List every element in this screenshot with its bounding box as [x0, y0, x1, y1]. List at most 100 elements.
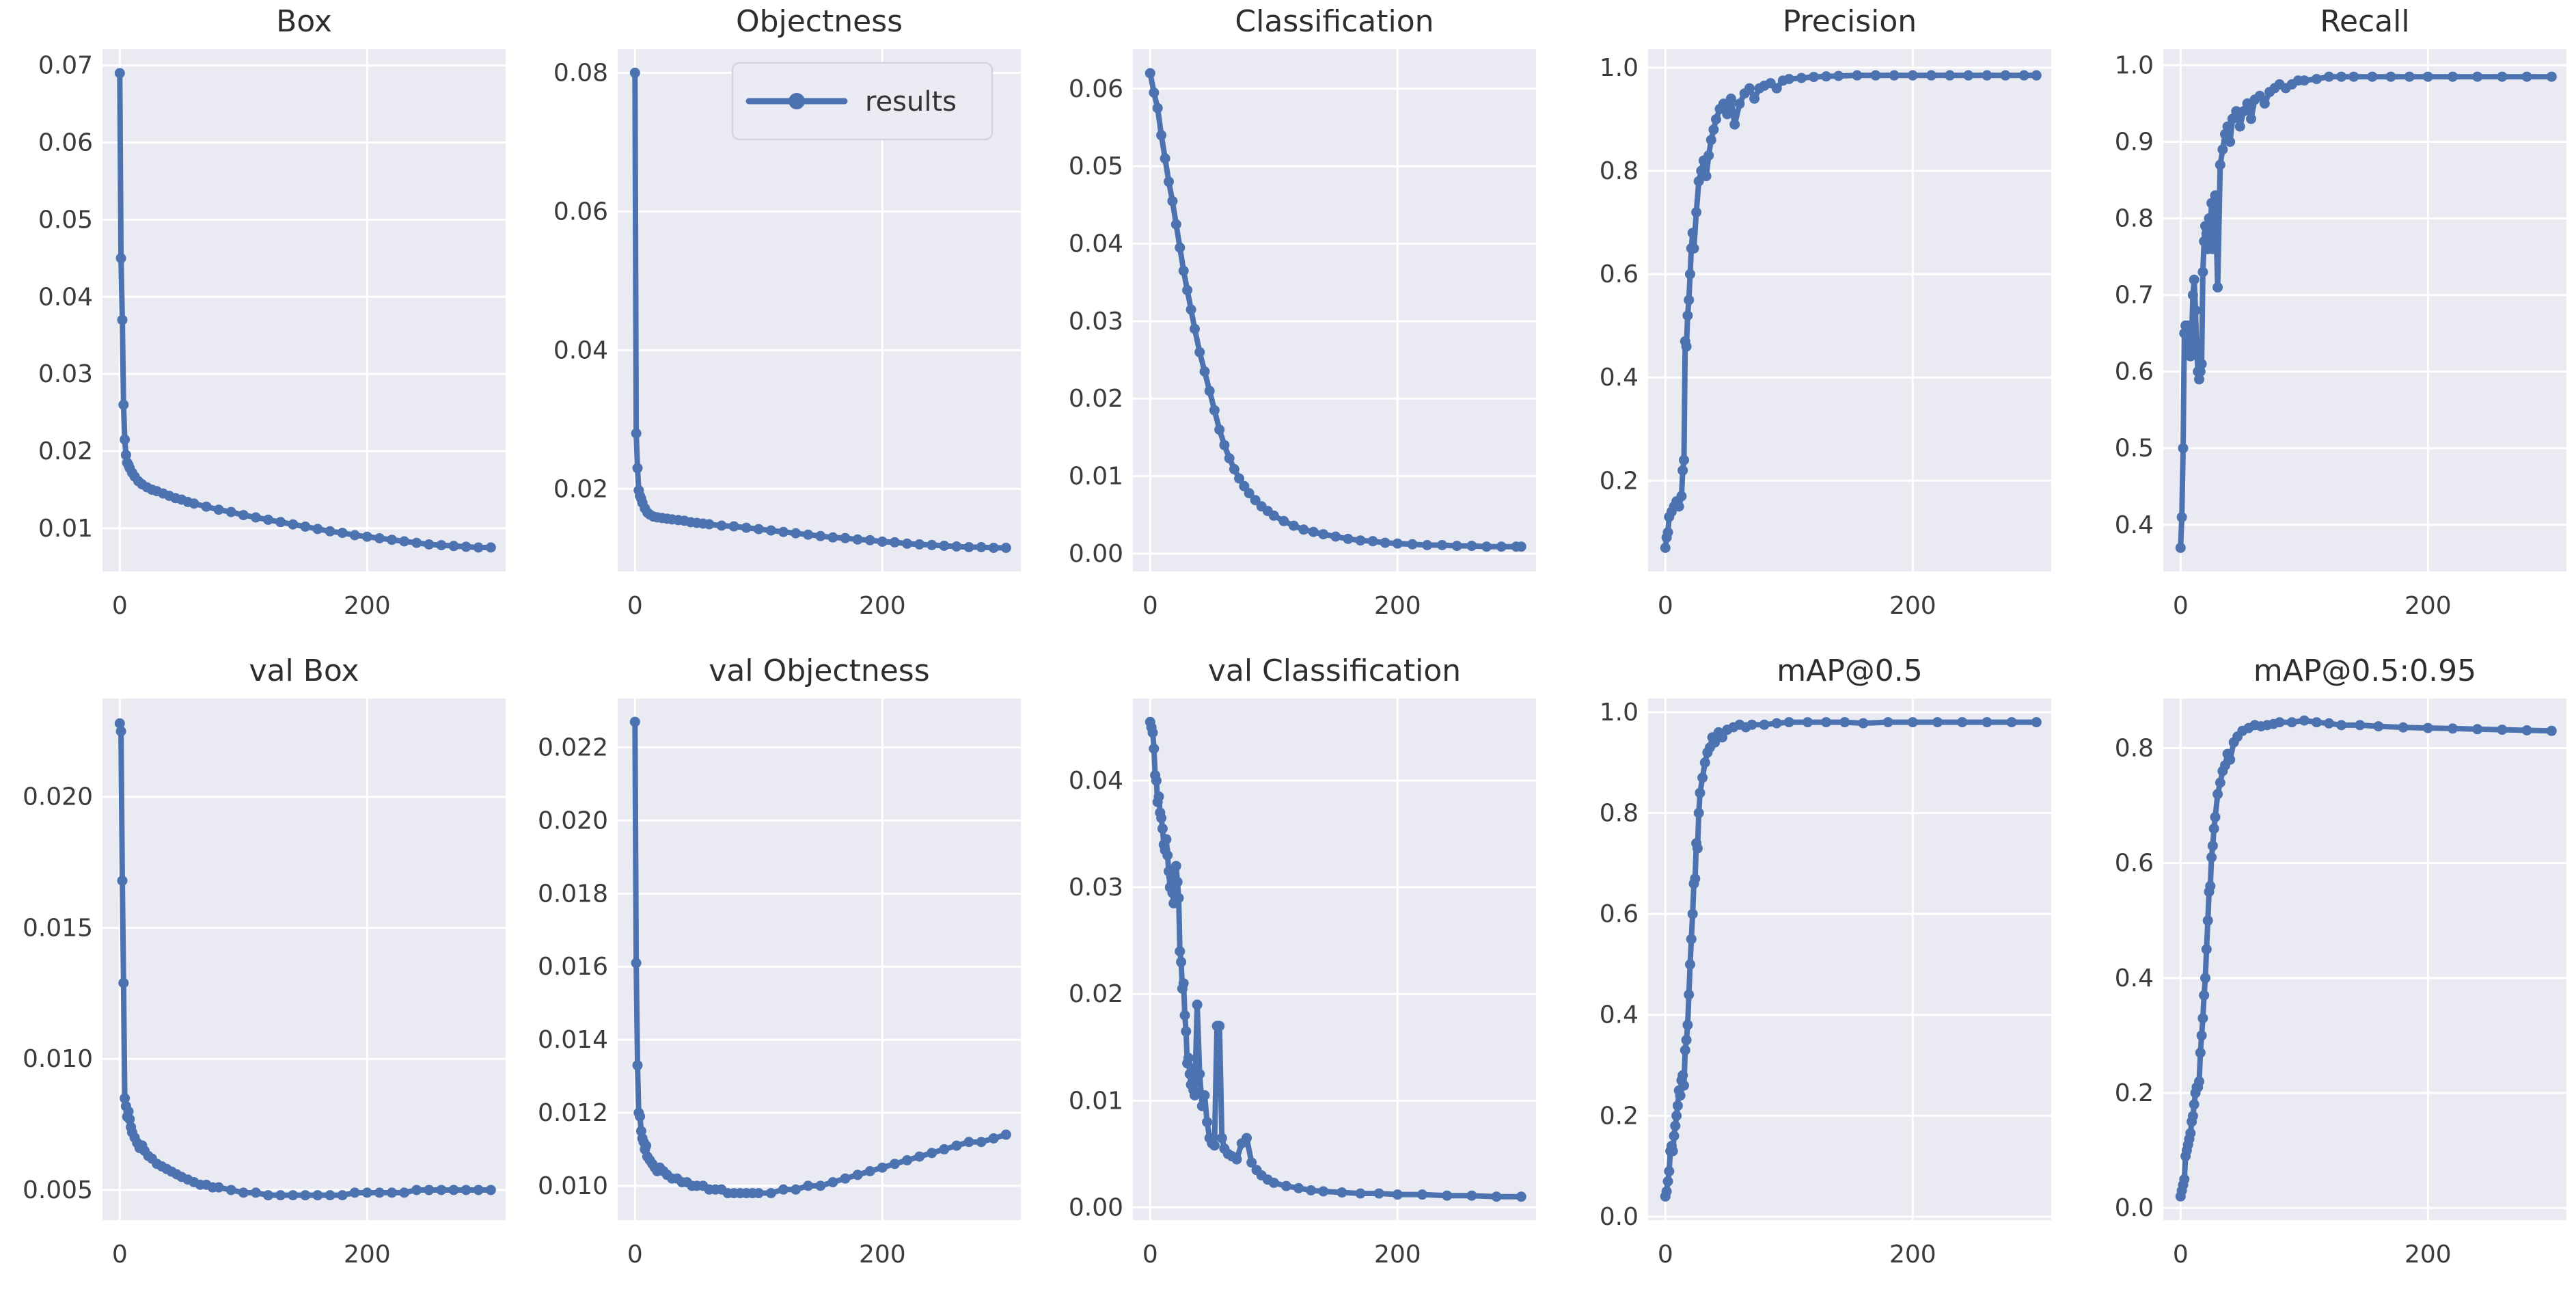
y-tick-labels: 0.020 0.015 0.010 0.005	[23, 783, 93, 1204]
data-point-marker	[1392, 1189, 1403, 1200]
y-tick-label: 0.00	[1069, 1193, 1123, 1221]
grid-lines	[2163, 49, 2566, 571]
y-tick-label: 0.4	[2115, 511, 2154, 539]
data-point-marker	[803, 529, 814, 540]
data-point-marker	[399, 1187, 410, 1198]
data-point-marker	[1686, 934, 1697, 945]
data-point-marker	[2227, 113, 2238, 124]
data-point-marker	[1167, 195, 1178, 206]
y-tick-label: 0.0	[2115, 1194, 2154, 1222]
data-point-marker	[1669, 1131, 1680, 1141]
subplot-cell-val-classification: val Classification 0.04 0.03 0.02 0.01 0.00 0 2…	[1030, 649, 1546, 1298]
results-markers	[114, 68, 496, 553]
data-point-marker	[2206, 852, 2217, 863]
data-point-marker	[312, 1190, 323, 1201]
data-point-marker	[2546, 725, 2557, 736]
data-point-marker	[2207, 243, 2218, 254]
y-tick-label: 0.022	[538, 734, 608, 762]
data-point-marker	[827, 1177, 838, 1188]
subplot-title: Recall	[2320, 4, 2409, 39]
data-point-marker	[716, 520, 727, 531]
data-point-marker	[2185, 1128, 2196, 1139]
data-point-marker	[1759, 719, 1770, 730]
data-point-marker	[2299, 75, 2310, 86]
data-point-marker	[1675, 1090, 1686, 1101]
y-tick-label: 0.8	[2115, 205, 2154, 233]
data-point-marker	[1170, 219, 1181, 230]
data-point-marker	[864, 535, 875, 545]
data-point-marker	[118, 977, 129, 988]
x-tick-label: 0	[1142, 1241, 1158, 1269]
data-point-marker	[976, 542, 987, 552]
data-point-marker	[361, 531, 372, 542]
data-point-marker	[2238, 106, 2249, 117]
x-tick-label: 200	[859, 1241, 906, 1269]
data-point-marker	[2497, 725, 2508, 735]
data-point-marker	[1355, 535, 1366, 546]
data-point-marker	[1889, 70, 1900, 81]
y-tick-label: 0.02	[38, 437, 93, 465]
x-tick-label: 0	[627, 1241, 643, 1269]
data-point-marker	[2187, 1111, 2198, 1122]
y-tick-labels: 0.06 0.05 0.04 0.03 0.02 0.01 0.00	[1069, 75, 1123, 568]
data-point-marker	[2006, 717, 2017, 728]
data-point-marker	[1672, 1100, 1683, 1111]
x-tick-label: 0	[112, 1241, 128, 1269]
results-markers	[1660, 717, 2042, 1202]
data-point-marker	[448, 1185, 459, 1195]
data-point-marker	[2222, 121, 2233, 132]
x-tick-label: 0	[1658, 592, 1673, 620]
data-point-marker	[2210, 190, 2221, 201]
data-point-marker	[914, 539, 925, 550]
data-point-marker	[1690, 873, 1701, 884]
data-point-marker	[1151, 775, 1162, 786]
data-point-marker	[1670, 1120, 1681, 1131]
data-point-marker	[914, 1151, 925, 1162]
data-point-marker	[2404, 71, 2415, 82]
data-point-marker	[1373, 1188, 1384, 1199]
data-point-marker	[448, 541, 459, 552]
data-point-marker	[1156, 813, 1167, 824]
data-point-marker	[1152, 103, 1163, 113]
data-point-marker	[1145, 68, 1155, 79]
data-point-marker	[120, 1093, 131, 1104]
data-point-marker	[1771, 83, 1782, 94]
grid-lines	[618, 698, 1021, 1221]
data-point-marker	[951, 541, 962, 552]
data-point-marker	[889, 537, 900, 547]
data-point-marker	[1417, 1189, 1427, 1200]
data-point-marker	[387, 535, 397, 545]
data-point-marker	[632, 1060, 643, 1071]
data-point-marker	[1982, 717, 1992, 728]
data-point-marker	[300, 522, 311, 532]
data-point-marker	[1442, 1190, 1453, 1201]
data-point-marker	[1178, 978, 1189, 989]
subplot-val-objectness: val Objectness0.0220.0200.0180.0160.0140…	[538, 653, 1021, 1269]
data-point-marker	[349, 1187, 360, 1198]
data-point-marker	[877, 1162, 888, 1173]
data-point-marker	[2472, 724, 2483, 735]
data-point-marker	[1178, 265, 1189, 276]
plot-area	[1133, 698, 1536, 1221]
data-point-marker	[753, 1188, 764, 1199]
data-point-marker	[1216, 1133, 1227, 1144]
results-markers	[1145, 68, 1526, 552]
legend-box	[731, 62, 994, 141]
y-tick-label: 0.4	[2115, 964, 2154, 992]
x-tick-labels: 0 200	[1142, 1241, 1421, 1269]
data-point-marker	[1156, 130, 1167, 141]
y-tick-label: 0.04	[1069, 230, 1123, 258]
data-point-marker	[1173, 893, 1184, 904]
data-point-marker	[1187, 1063, 1198, 1074]
data-point-marker	[1963, 70, 1974, 81]
data-point-marker	[1149, 87, 1160, 98]
subplot-cell-val-objectness: val Objectness 0.022 0.020 0.018 0.016 0.014 0…	[515, 649, 1030, 1298]
subplot-title: mAP@0.5	[1777, 653, 1922, 688]
data-point-marker	[778, 526, 789, 537]
data-point-marker	[124, 1113, 135, 1124]
x-tick-label: 0	[1658, 1241, 1673, 1269]
y-tick-label: 0.016	[538, 953, 608, 981]
y-tick-label: 0.9	[2115, 128, 2154, 156]
data-point-marker	[114, 68, 125, 79]
y-tick-label: 0.05	[38, 206, 93, 234]
